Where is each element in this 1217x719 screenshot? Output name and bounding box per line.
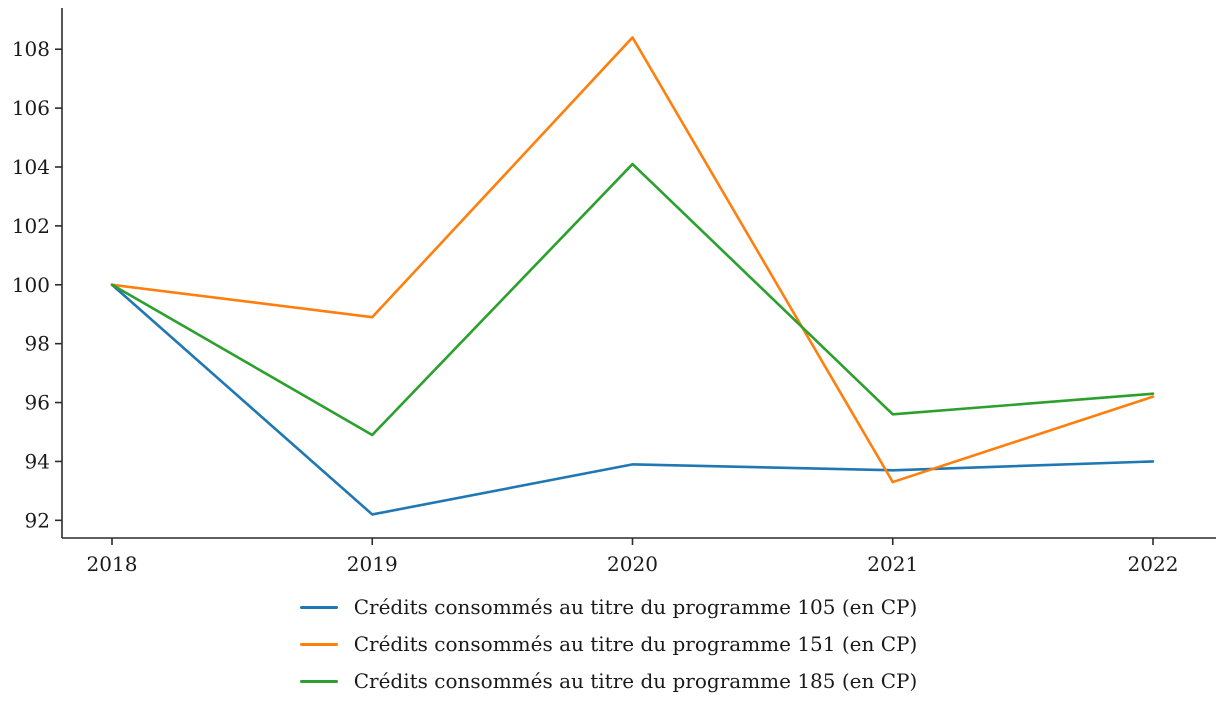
svg-text:94: 94	[25, 449, 50, 473]
legend-label: Crédits consommés au titre du programme …	[353, 632, 918, 656]
svg-text:102: 102	[12, 214, 50, 238]
svg-text:106: 106	[12, 96, 50, 120]
svg-text:92: 92	[25, 508, 50, 532]
legend-label: Crédits consommés au titre du programme …	[353, 595, 918, 619]
svg-text:100: 100	[12, 273, 50, 297]
svg-text:2021: 2021	[867, 552, 918, 576]
chart-svg: 92 94 96 98 100 102 104 106 108 2018 2019 2020 2021 2…	[12, 8, 1216, 576]
svg-text:104: 104	[12, 155, 50, 179]
svg-text:2018: 2018	[87, 552, 138, 576]
legend-line-swatch	[299, 605, 338, 609]
legend-line-swatch	[299, 642, 338, 646]
svg-text:96: 96	[25, 391, 50, 415]
legend-item-programme-151: Crédits consommés au titre du programme …	[299, 631, 918, 657]
svg-text:108: 108	[12, 37, 50, 61]
svg-text:2022: 2022	[1128, 552, 1179, 576]
legend-item-programme-185: Crédits consommés au titre du programme …	[299, 668, 918, 694]
legend-line-swatch	[299, 679, 338, 683]
chart-legend: Crédits consommés au titre du programme …	[299, 594, 918, 694]
svg-text:98: 98	[25, 332, 50, 356]
svg-text:2019: 2019	[347, 552, 398, 576]
legend-item-programme-105: Crédits consommés au titre du programme …	[299, 594, 918, 620]
legend-label: Crédits consommés au titre du programme …	[353, 669, 918, 693]
svg-text:2020: 2020	[607, 552, 658, 576]
